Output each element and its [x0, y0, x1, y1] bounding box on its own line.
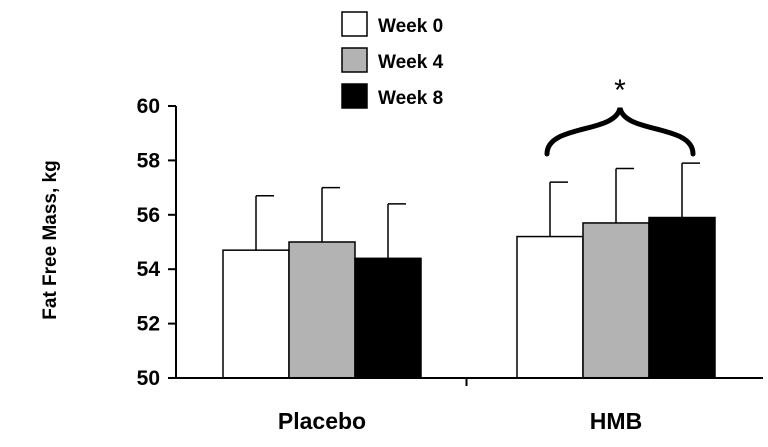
- y-tick-label: 52: [137, 313, 160, 336]
- legend-label: Week 8: [378, 88, 443, 109]
- bars: [222, 216, 716, 379]
- bar-week-8-hmb: [648, 216, 716, 379]
- y-tick-label: 54: [137, 258, 161, 281]
- y-axis: 50 52 54 56 58 60: [137, 95, 176, 390]
- legend-label: Week 0: [378, 16, 443, 37]
- legend: Week 0 Week 4 Week 8: [341, 11, 444, 109]
- legend-swatch: [341, 83, 368, 109]
- bar-week-0-placebo: [222, 249, 290, 379]
- y-tick-label: 50: [137, 367, 160, 390]
- bar-week-4-placebo: [288, 241, 356, 379]
- bar-week-8-placebo: [354, 257, 422, 379]
- significance-annotation: *: [544, 74, 696, 157]
- y-tick-label: 58: [137, 149, 161, 172]
- x-axis: Placebo HMB: [278, 378, 642, 434]
- error-bars: [255, 162, 700, 259]
- x-tick-label-hmb: HMB: [590, 408, 642, 434]
- legend-label: Week 4: [378, 52, 444, 73]
- x-tick-label-placebo: Placebo: [278, 408, 366, 434]
- y-tick-label: 60: [137, 95, 160, 118]
- y-tick-label: 56: [137, 204, 160, 227]
- legend-swatch: [341, 11, 368, 37]
- y-axis-label: Fat Free Mass, kg: [40, 160, 61, 319]
- legend-swatch: [341, 47, 368, 73]
- bar-week-0-hmb: [516, 235, 584, 379]
- bar-week-4-hmb: [582, 222, 650, 379]
- significance-asterisk: *: [614, 74, 626, 107]
- curly-brace: [544, 107, 696, 157]
